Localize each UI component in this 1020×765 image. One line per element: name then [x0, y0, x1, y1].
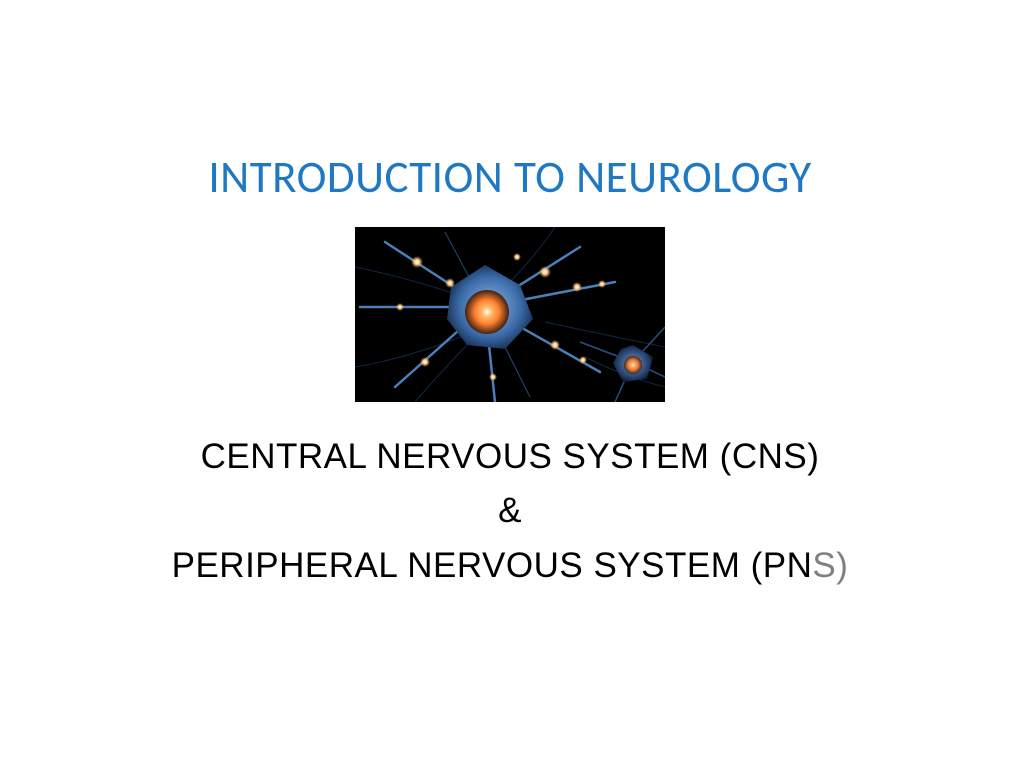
- subtitle-line-1: CENTRAL NERVOUS SYSTEM (CNS): [201, 437, 820, 476]
- slide-title: INTRODUCTION TO NEUROLOGY: [208, 150, 811, 205]
- subtitle-line-3-prefix: PERIPHERAL NERVOUS SYSTEM (PN: [172, 546, 813, 585]
- slide-container: INTRODUCTION TO NEUROLOGY: [0, 0, 1020, 765]
- subtitle-block: CENTRAL NERVOUS SYSTEM (CNS) & PERIPHERA…: [172, 430, 849, 593]
- subtitle-ampersand: &: [498, 491, 522, 530]
- subtitle-line-3-suffix: S): [812, 546, 848, 585]
- neuron-illustration: [355, 227, 665, 402]
